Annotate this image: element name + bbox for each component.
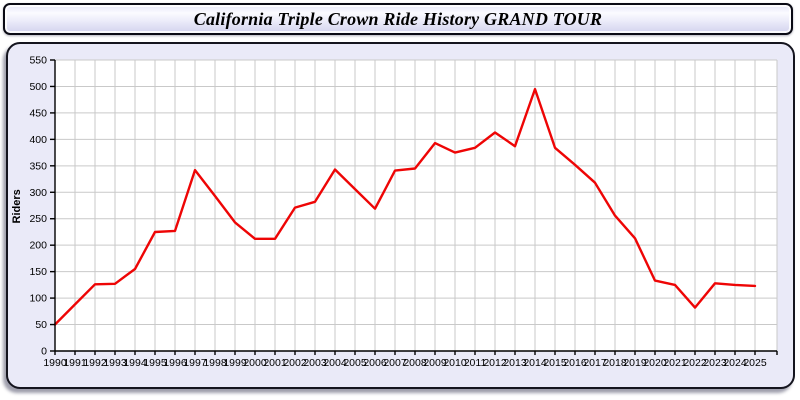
x-tick-label: 2022 <box>683 357 707 369</box>
chart-svg: 0501001502002503003504004505005501990199… <box>11 55 778 369</box>
y-tick-label: 0 <box>41 346 47 358</box>
x-tick-label: 2006 <box>363 357 387 369</box>
x-tick-label: 2011 <box>464 357 487 369</box>
x-tick-label: 2020 <box>643 357 667 369</box>
x-tick-label: 2001 <box>263 357 287 369</box>
x-tick-label: 2014 <box>523 357 547 369</box>
window-title-bar: California Triple Crown Ride History GRA… <box>3 3 793 35</box>
x-tick-label: 1999 <box>223 357 247 369</box>
y-tick-label: 350 <box>29 160 47 172</box>
chart-panel: 0 50 100 150 200 250 300 350 400 450 500 550 1990 199… <box>6 42 795 389</box>
x-tick-label: 2012 <box>483 357 507 369</box>
x-tick-label: 1995 <box>143 357 167 369</box>
x-tick-label: 2018 <box>603 357 627 369</box>
x-tick-label: 2004 <box>323 357 347 369</box>
window-title: California Triple Crown Ride History GRA… <box>193 8 603 29</box>
x-tick-label: 1997 <box>183 357 207 369</box>
y-tick-label: 200 <box>29 240 47 252</box>
x-tick-label: 2023 <box>703 357 727 369</box>
x-tick-label: 2015 <box>543 357 567 369</box>
x-tick-label: 2017 <box>583 357 607 369</box>
x-tick-label: 2016 <box>563 357 587 369</box>
y-tick-label: 100 <box>29 293 47 305</box>
x-tick-label: 2008 <box>403 357 427 369</box>
y-tick-label: 550 <box>29 55 47 67</box>
x-tick-label: 2002 <box>283 357 307 369</box>
y-tick-label: 500 <box>29 81 47 93</box>
y-tick-label: 250 <box>29 213 47 225</box>
x-tick-label: 1993 <box>103 357 127 369</box>
y-tick-label: 450 <box>29 107 47 119</box>
x-tick-label: 1998 <box>203 357 227 369</box>
x-tick-label: 1990 <box>43 357 67 369</box>
x-tick-label: 2007 <box>383 357 407 369</box>
x-tick-label: 1994 <box>123 357 147 369</box>
y-tick-label: 300 <box>29 187 47 199</box>
x-tick-label: 1991 <box>63 357 87 369</box>
x-tick-label: 2013 <box>503 357 527 369</box>
riders-line-series <box>53 87 757 326</box>
x-tick-label: 2005 <box>343 357 367 369</box>
plot-area <box>55 60 777 351</box>
x-tick-label: 1992 <box>83 357 107 369</box>
x-tick-label: 2021 <box>663 357 687 369</box>
x-tick-label: 2003 <box>303 357 327 369</box>
x-tick-label: 2024 <box>723 357 747 369</box>
y-axis-title: Riders <box>11 189 23 223</box>
y-tick-label: 400 <box>29 134 47 146</box>
y-tick-label: 150 <box>29 266 47 278</box>
x-tick-label: 2025 <box>743 357 767 369</box>
x-tick-label: 2019 <box>623 357 647 369</box>
x-tick-label: 2009 <box>423 357 447 369</box>
x-tick-label: 2010 <box>443 357 467 369</box>
x-tick-label: 1996 <box>163 357 187 369</box>
y-tick-label: 50 <box>35 319 47 331</box>
x-tick-label: 2000 <box>243 357 267 369</box>
